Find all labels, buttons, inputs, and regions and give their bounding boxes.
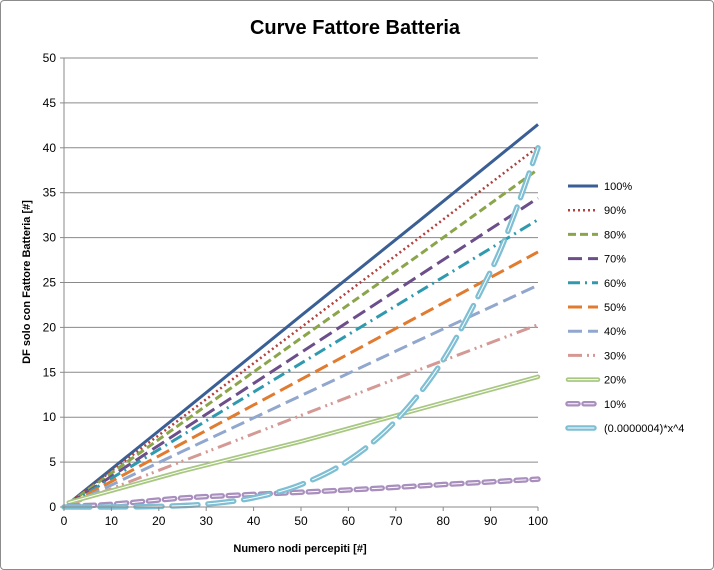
grid [64,57,538,463]
series-8 [66,374,541,505]
y-tick-label: 40 [43,141,57,155]
legend-item: 30% [568,350,626,362]
legend-label: (0.0000004)*x^4 [604,423,684,435]
series-5 [68,250,539,506]
series-10 [61,145,541,510]
series-line-inner [68,376,539,504]
legend: 100% 90% 80% 70% 60% 50% 40% 30% 20% 10% (0.000000… [565,181,684,435]
x-tick-label: 40 [247,514,261,528]
y-tick-label: 10 [43,410,57,424]
legend-label: 70% [604,254,626,266]
legend-item: 90% [568,205,626,217]
series-2 [67,168,539,505]
series-group [61,123,541,510]
chart-title: Curve Fattore Batteria [250,17,461,39]
axes [60,57,539,511]
series-line [67,145,539,505]
legend-label: 10% [604,399,626,411]
legend-item: 20% [565,375,626,387]
x-tick-label: 80 [437,514,451,528]
x-tick-label: 10 [105,514,119,528]
y-tick-label: 45 [43,96,57,110]
y-tick-label: 20 [43,320,57,334]
series-line [68,250,539,506]
series-line [67,123,539,505]
x-tick-label: 70 [389,514,403,528]
x-tick-label: 90 [484,514,498,528]
legend-item: 60% [568,278,626,290]
y-tick-label: 0 [49,500,56,514]
x-tick-label: 60 [342,514,356,528]
legend-label: 100% [604,181,632,193]
legend-label: 20% [604,375,626,387]
y-tick-label: 15 [43,365,57,379]
series-line [68,283,539,507]
legend-item: 100% [568,181,632,193]
x-tick-label: 0 [61,514,68,528]
legend-item: 40% [568,326,626,338]
legend-item: 10% [565,399,626,411]
legend-item: (0.0000004)*x^4 [565,423,684,435]
series-line [67,196,539,506]
x-tick-label: 50 [294,514,308,528]
y-tick-label: 35 [43,186,57,200]
series-line-inner [63,147,539,508]
series-line [67,218,539,506]
y-tick-label: 30 [43,231,57,245]
y-tick-label: 50 [43,51,57,65]
legend-label: 90% [604,205,626,217]
x-tick-label: 100 [528,514,548,528]
y-tick-label: 5 [49,455,56,469]
y-tick-label: 25 [43,276,57,290]
legend-item: 80% [568,229,626,241]
y-axis-title: DF solo con Fattore Batteria [#] [21,200,33,364]
series-1 [67,145,539,505]
series-line [68,323,539,507]
tick-labels: 0 5 10 15 20 25 30 35 40 45 50 0 10 20 30 40 50 60 70 80 90 1… [43,51,549,528]
legend-label: 40% [604,326,626,338]
legend-label: 50% [604,302,626,314]
series-line [67,168,539,505]
x-axis-title: Numero nodi percepiti [#] [233,543,367,555]
legend-item: 50% [568,302,626,314]
x-tick-label: 30 [200,514,214,528]
legend-label: 30% [604,350,626,362]
series-3 [67,196,539,506]
legend-item: 70% [568,254,626,266]
series-4 [67,218,539,506]
legend-label: 60% [604,278,626,290]
series-0 [67,123,539,505]
x-tick-label: 20 [152,514,166,528]
legend-label: 80% [604,229,626,241]
series-6 [68,283,539,507]
series-7 [68,323,539,507]
